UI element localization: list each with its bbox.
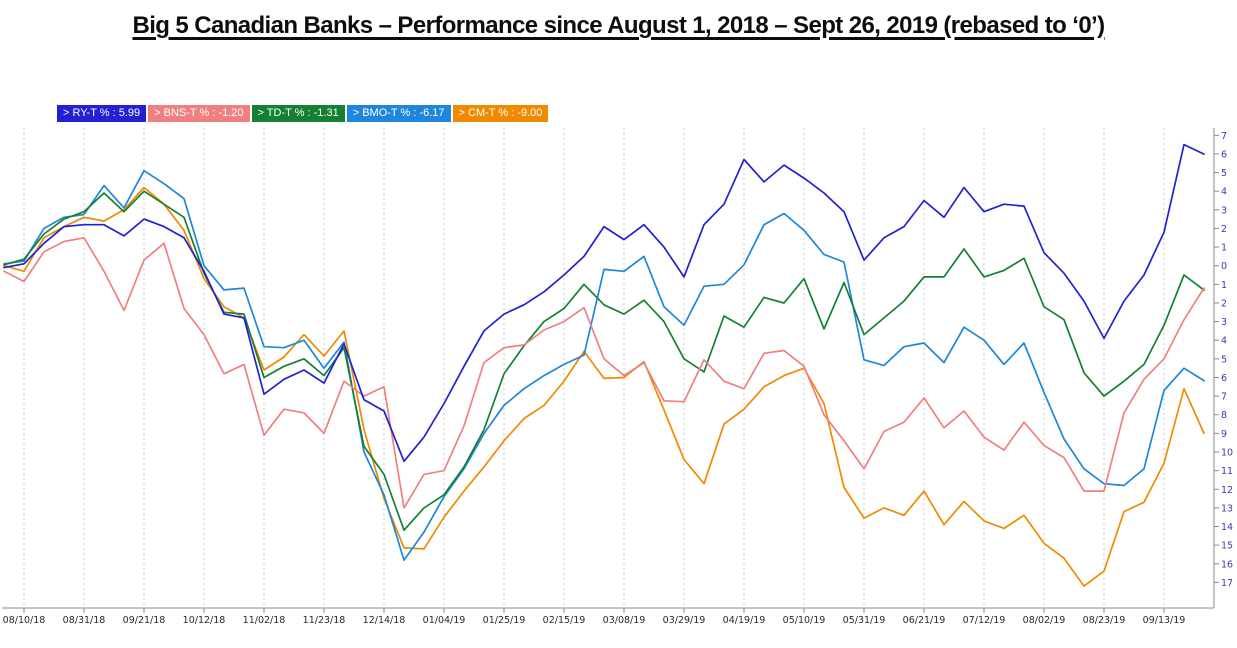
legend-item-ry[interactable]: > RY-T % : 5.99 <box>57 105 147 122</box>
series-line-ry <box>3 143 1205 463</box>
y-tick-label: 15 <box>1221 541 1233 552</box>
series-line-bns <box>3 236 1205 509</box>
x-tick-label: 01/25/19 <box>483 615 526 626</box>
x-tick-label: 01/04/19 <box>423 615 466 626</box>
series-line-bmo <box>3 169 1205 561</box>
x-tick-label: 06/21/19 <box>903 615 946 626</box>
x-tick-label: 07/12/19 <box>963 615 1006 626</box>
y-tick-label: 5 <box>1221 354 1227 365</box>
y-tick-label: 3 <box>1221 205 1227 216</box>
y-tick-label: 7 <box>1221 131 1227 142</box>
y-tick-label: 13 <box>1221 503 1233 514</box>
series-line-cm <box>3 186 1205 587</box>
x-tick-label: 11/23/18 <box>303 615 346 626</box>
x-tick-label: 05/10/19 <box>783 615 826 626</box>
y-tick-label: 6 <box>1221 149 1227 160</box>
y-tick-label: 17 <box>1221 578 1233 589</box>
x-tick-label: 09/13/19 <box>1143 615 1186 626</box>
x-tick-label: 08/23/19 <box>1083 615 1126 626</box>
y-tick-label: 2 <box>1221 224 1227 235</box>
y-tick-label: 1 <box>1221 280 1227 291</box>
legend-item-td[interactable]: > TD-T % : -1.31 <box>251 105 345 122</box>
x-tick-label: 08/31/18 <box>63 615 106 626</box>
y-tick-label: 4 <box>1221 187 1227 198</box>
y-tick-label: 6 <box>1221 373 1227 384</box>
x-tick-label: 02/15/19 <box>543 615 586 626</box>
x-tick-label: 08/10/18 <box>3 615 46 626</box>
y-tick-label: 5 <box>1221 168 1227 179</box>
y-tick-label: 8 <box>1221 410 1227 421</box>
x-tick-label: 09/21/18 <box>123 615 166 626</box>
y-tick-label: 0 <box>1221 261 1227 272</box>
y-tick-label: 4 <box>1221 336 1227 347</box>
x-tick-label: 11/02/18 <box>243 615 286 626</box>
x-tick-label: 05/31/19 <box>843 615 886 626</box>
y-tick-label: 2 <box>1221 298 1227 309</box>
chart-legend: > RY-T % : 5.99 > BNS-T % : -1.20 > TD-T %… <box>57 105 549 122</box>
legend-item-cm[interactable]: > CM-T % : -9.00 <box>452 105 549 122</box>
y-tick-label: 11 <box>1221 466 1233 477</box>
y-tick-label: 3 <box>1221 317 1227 328</box>
x-tick-label: 10/12/18 <box>183 615 226 626</box>
y-tick-label: 14 <box>1221 522 1233 533</box>
x-tick-label: 08/02/19 <box>1023 615 1066 626</box>
x-tick-label: 03/29/19 <box>663 615 706 626</box>
y-tick-label: 10 <box>1221 448 1233 459</box>
y-tick-label: 9 <box>1221 429 1227 440</box>
x-tick-label: 12/14/18 <box>363 615 406 626</box>
legend-item-bmo[interactable]: > BMO-T % : -6.17 <box>346 105 451 122</box>
y-tick-label: 12 <box>1221 485 1233 496</box>
y-tick-label: 7 <box>1221 392 1227 403</box>
y-tick-label: 16 <box>1221 559 1233 570</box>
chart-title: Big 5 Canadian Banks – Performance since… <box>132 12 1105 39</box>
x-tick-label: 03/08/19 <box>603 615 646 626</box>
x-tick-label: 04/19/19 <box>723 615 766 626</box>
series-line-td <box>3 190 1205 532</box>
y-tick-label: 1 <box>1221 243 1227 254</box>
legend-item-bns[interactable]: > BNS-T % : -1.20 <box>148 105 250 122</box>
